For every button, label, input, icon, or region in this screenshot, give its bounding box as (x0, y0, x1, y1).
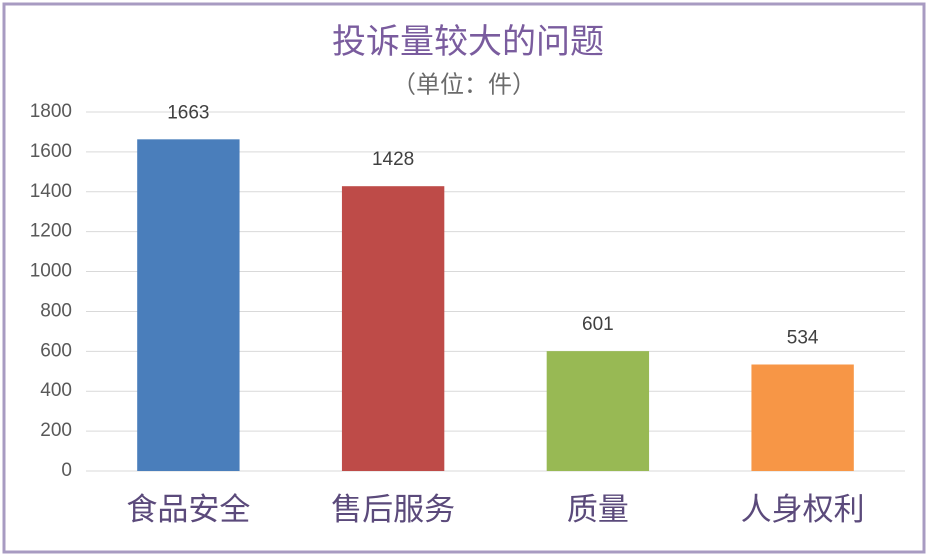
y-tick-label: 1200 (30, 221, 72, 242)
value-label: 1663 (167, 102, 209, 123)
y-tick-label: 200 (40, 420, 72, 441)
x-tick-label: 人身权利 (741, 492, 865, 527)
bar (546, 351, 650, 471)
y-tick-label: 1400 (30, 181, 72, 202)
y-tick-label: 1800 (30, 101, 72, 122)
y-tick-label: 1600 (30, 141, 72, 162)
bar (751, 364, 854, 471)
y-tick-label: 800 (40, 300, 72, 321)
bar (137, 139, 240, 471)
x-tick-label: 食品安全 (126, 492, 250, 527)
bar (341, 186, 445, 471)
value-label: 1428 (372, 149, 414, 170)
chart-subtitle: （单位：件） (392, 71, 536, 98)
x-tick-label: 售后服务 (331, 492, 455, 527)
y-tick-label: 0 (61, 460, 72, 481)
y-tick-label: 400 (40, 380, 72, 401)
x-tick-label: 质量 (567, 492, 629, 527)
value-label: 601 (582, 314, 614, 335)
chart-title: 投诉量较大的问题 (332, 23, 604, 61)
y-tick-label: 600 (40, 340, 72, 361)
y-tick-label: 1000 (30, 261, 72, 282)
value-label: 534 (787, 328, 819, 349)
